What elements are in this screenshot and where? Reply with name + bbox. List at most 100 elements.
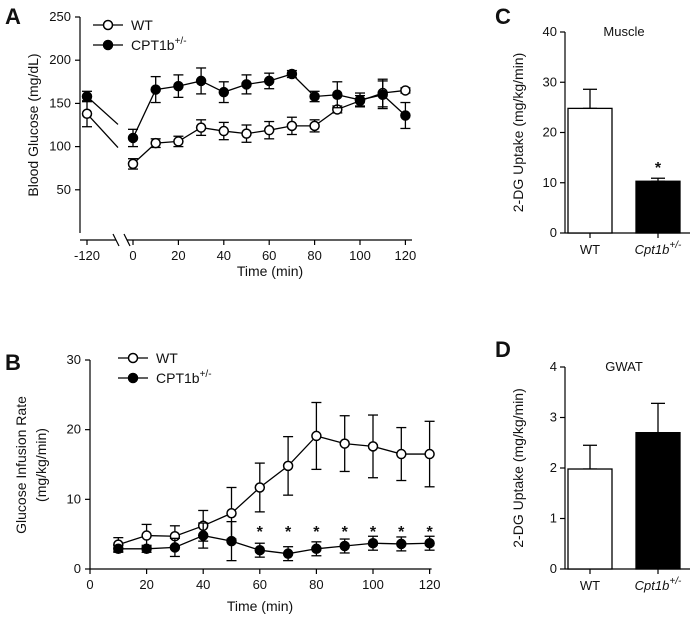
panel-c-y-tick-label: 40 <box>543 24 557 39</box>
panel-a-cpt1b-point <box>354 94 366 106</box>
panel-b-cpt1b-point <box>254 544 266 556</box>
panel-a-wt-point <box>400 85 411 96</box>
panel-b-cpt1b-point <box>141 543 152 555</box>
panel-d-y-tick-label: 1 <box>550 511 557 526</box>
panel-a-cpt1b-point <box>150 84 161 95</box>
panel-a-y-tick-label: 250 <box>49 9 71 24</box>
panel-a-x-tick-label: 20 <box>171 248 185 263</box>
panel-b-significance-star: * <box>426 524 433 541</box>
panel-b-cpt1b-point <box>424 537 435 549</box>
panel-d-title: GWAT <box>605 359 643 374</box>
panel-a-y-tick-label: 50 <box>57 182 71 197</box>
panel-b-y-tick-label: 20 <box>67 422 81 437</box>
panel-d-y-tick-label: 0 <box>550 561 557 576</box>
panel-b-significance-star: * <box>398 524 405 541</box>
panel-a-wt-line-break <box>86 113 119 148</box>
panel-a-x-tick-label: 100 <box>349 248 371 263</box>
panel-b-legend-marker <box>127 352 139 364</box>
panel-a-cpt1b-point <box>332 89 343 101</box>
panel-a-wt-point <box>81 108 93 120</box>
panel-a-y-tick-label: 100 <box>49 139 71 154</box>
panel-a-x-tick-label: 80 <box>307 248 321 263</box>
panel-b-wt-point <box>282 460 294 472</box>
panel-b-cpt1b-point <box>367 537 379 549</box>
panel-a-wt-point <box>241 128 252 139</box>
panel-c-y-tick-label: 30 <box>543 74 557 89</box>
panel-a-x-tick-label: 0 <box>129 248 136 263</box>
panel-a-legend-label-1: CPT1b+/- <box>131 36 187 53</box>
panel-d-bar-cpt1b <box>635 431 681 570</box>
panel-c-title: Muscle <box>603 24 644 39</box>
panel-c-x-tick-label-0: WT <box>580 242 600 257</box>
panel-a-x-label: Time (min) <box>237 263 303 279</box>
panel-a-cpt1b-point <box>173 80 184 92</box>
panel-a-cpt1b-point <box>309 91 320 102</box>
panel-c-y-tick-label: 0 <box>550 225 557 240</box>
panel-b-cpt1b-point <box>339 540 350 552</box>
panel-b-x-tick-label: 80 <box>309 577 323 592</box>
panel-b-x-label: Time (min) <box>227 598 293 614</box>
panel-a-y-tick-label: 150 <box>49 95 71 110</box>
panel-b-significance-star: * <box>342 524 349 541</box>
panel-c-x-tick-label-1: Cpt1b+/- <box>635 240 682 257</box>
panel-b-cpt1b-point <box>396 538 407 550</box>
panel-b-x-tick-label: 60 <box>253 577 267 592</box>
panel-b-letter: B <box>5 350 21 375</box>
panel-d-x-tick-label-0: WT <box>580 578 600 593</box>
panel-a-cpt1b-point <box>81 91 93 102</box>
panel-c-y-tick-label: 20 <box>543 125 557 140</box>
panel-a-wt-point <box>263 124 275 136</box>
panel-a-axis-break <box>112 233 120 247</box>
panel-b-cpt1b-point <box>169 542 181 553</box>
panel-d-letter: D <box>495 337 511 362</box>
panel-a-cpt1b-point <box>263 75 275 87</box>
panel-b-y-tick-label: 30 <box>67 352 81 367</box>
panel-b-cpt1b-point <box>282 548 294 559</box>
panel-a-x-tick-label: 120 <box>395 248 417 263</box>
panel-b-wt-point <box>367 441 379 452</box>
panel-a-wt-point <box>173 136 184 147</box>
panel-b-wt-point <box>424 448 435 460</box>
panel-c-letter: C <box>495 4 511 29</box>
panel-b-wt-point <box>141 530 152 541</box>
panel-d-y-tick-label: 2 <box>550 460 557 475</box>
panel-d-x-tick-label-1: Cpt1b+/- <box>635 576 682 593</box>
panel-a-y-tick-label: 200 <box>49 52 71 67</box>
panel-d-y-label: 2-DG Uptake (mg/kg/min) <box>510 388 526 547</box>
panel-a-cpt1b-point <box>195 75 207 87</box>
panel-a-wt-point <box>127 158 139 170</box>
panel-c-significance-star: * <box>655 160 662 177</box>
panel-d-y-tick-label: 4 <box>550 359 557 374</box>
panel-c-y-label: 2-DG Uptake (mg/kg/min) <box>510 53 526 212</box>
panel-b-y-label-line1: Glucose Infusion Rate <box>13 396 29 534</box>
panel-c-y-tick-label: 10 <box>543 175 557 190</box>
panel-a-cpt1b-point <box>286 68 298 80</box>
panel-a-cpt1b-point <box>218 86 230 98</box>
panel-a-x-tick-label: -120 <box>74 248 100 263</box>
panel-d-y-tick-label: 3 <box>550 410 557 425</box>
panel-b-significance-star: * <box>313 524 320 541</box>
panel-b-x-tick-label: 20 <box>139 577 153 592</box>
panel-b-cpt1b-point <box>226 535 237 547</box>
panel-a-cpt1b-point <box>400 110 411 121</box>
panel-b-cpt1b-point <box>113 543 124 555</box>
panel-b-x-tick-label: 0 <box>86 577 93 592</box>
panel-a-legend-label-0: WT <box>131 17 153 33</box>
panel-b-x-tick-label: 40 <box>196 577 210 592</box>
panel-b-y-tick-label: 0 <box>74 561 81 576</box>
panel-b-y-label-line2: (mg/kg/min) <box>33 428 49 502</box>
panel-a-cpt1b-point <box>241 79 252 90</box>
panel-b-x-tick-label: 100 <box>362 577 384 592</box>
panel-c-bar-wt <box>567 107 613 234</box>
panel-b-wt-point <box>226 508 237 519</box>
panel-a-y-label: Blood Glucose (mg/dL) <box>25 53 41 196</box>
panel-b-significance-star: * <box>370 524 377 541</box>
panel-b-y-tick-label: 10 <box>67 491 81 506</box>
panel-a-cpt1b-line-break <box>86 96 119 125</box>
panel-b-wt-point <box>311 430 322 442</box>
panel-b-cpt1b-point <box>197 530 209 541</box>
panel-a-wt-point <box>218 125 230 137</box>
panel-a-wt-point <box>195 122 207 133</box>
panel-a-x-tick-label: 60 <box>262 248 276 263</box>
panel-a-legend-marker <box>102 39 114 51</box>
